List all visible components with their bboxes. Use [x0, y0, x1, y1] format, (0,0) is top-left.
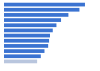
- bar: [4, 29, 53, 33]
- bar: [4, 3, 85, 7]
- bar: [4, 8, 79, 12]
- bar: [4, 23, 56, 27]
- bars: [4, 3, 85, 64]
- bar: [4, 13, 68, 17]
- bar: [4, 44, 48, 48]
- bar: [4, 18, 61, 22]
- bar: [4, 54, 41, 58]
- bar: [4, 60, 37, 64]
- bar: [4, 34, 50, 38]
- bar: [4, 49, 44, 53]
- bar: [4, 39, 49, 43]
- chart: [0, 0, 100, 71]
